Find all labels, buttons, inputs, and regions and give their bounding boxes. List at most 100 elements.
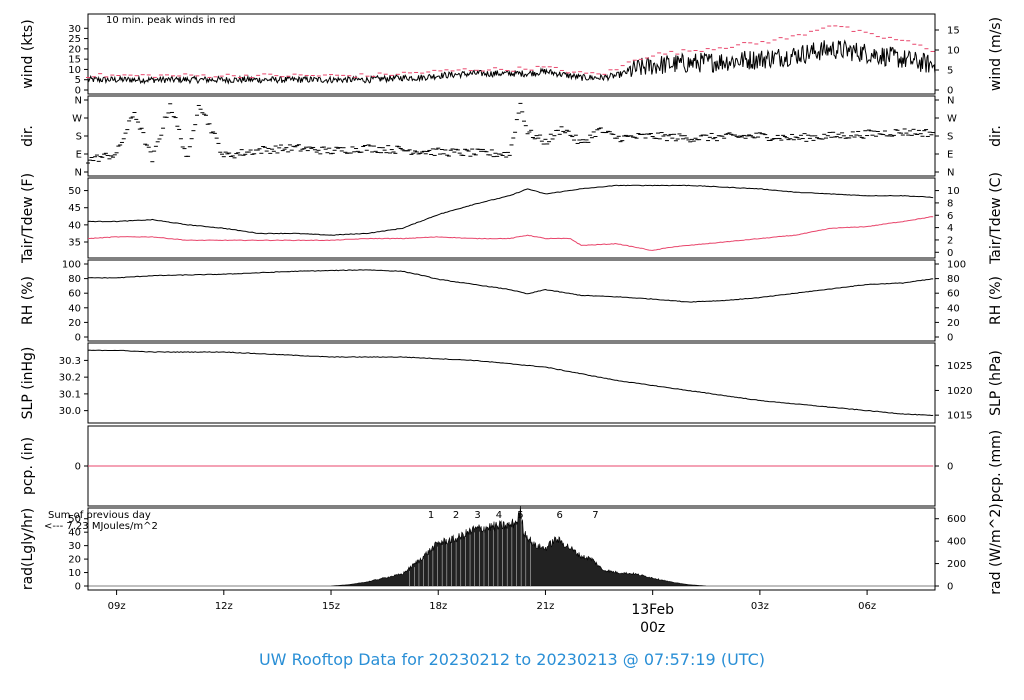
rad-ytick-label-right: 600 bbox=[947, 514, 966, 525]
wind-ytick-label-left: 0 bbox=[75, 86, 81, 97]
pcp-ylabel-right: pcp. (mm) bbox=[988, 430, 1004, 503]
rad-ytick-label-left: 50 bbox=[68, 514, 81, 525]
rh-ytick-label-right: 40 bbox=[947, 303, 960, 314]
wind-ytick-label-left: 30 bbox=[68, 24, 81, 35]
dir-ytick-label-right: W bbox=[947, 114, 957, 125]
temp-ytick-label-left: 40 bbox=[68, 220, 81, 231]
radiation-hour-marker: 1 bbox=[428, 510, 434, 521]
rad-ytick-label-right: 200 bbox=[947, 559, 966, 570]
x-tick-label: 18z bbox=[429, 601, 447, 612]
rad-ylabel-right: rad (W/m^2) bbox=[988, 503, 1004, 594]
wind-ytick-label-right: 10 bbox=[947, 46, 960, 57]
wind-annotation: 10 min. peak winds in red bbox=[106, 15, 235, 26]
temp-ytick-label-left: 35 bbox=[68, 238, 81, 249]
x-tick-label: 03z bbox=[751, 601, 769, 612]
rh-ytick-label-left: 40 bbox=[68, 303, 81, 314]
slp-ytick-label-left: 30.0 bbox=[59, 406, 81, 417]
x-tick-label: 21z bbox=[536, 601, 554, 612]
x-tick-label: 06z bbox=[858, 601, 876, 612]
radiation-hour-marker: 7 bbox=[592, 510, 598, 521]
dir-ytick-label-left: W bbox=[72, 114, 82, 125]
rh-ytick-label-right: 80 bbox=[947, 274, 960, 285]
rad-ytick-label-left: 0 bbox=[75, 582, 81, 593]
rh-ytick-label-left: 100 bbox=[62, 260, 81, 271]
rh-ytick-label-right: 100 bbox=[947, 260, 966, 271]
slp-panel-frame bbox=[87, 342, 936, 424]
radiation-hour-marker: 2 bbox=[453, 510, 459, 521]
wind-ytick-label-left: 15 bbox=[68, 55, 81, 66]
dir-ytick-label-right: S bbox=[947, 132, 953, 143]
pcp-ylabel-left: pcp. (in) bbox=[20, 437, 36, 495]
temp-line-0 bbox=[87, 184, 934, 236]
wind-ytick-label-right: 0 bbox=[947, 86, 953, 97]
wind-ylabel-right: wind (m/s) bbox=[988, 17, 1004, 91]
dir-ytick-label-left: S bbox=[76, 132, 82, 143]
x-tick-label: 15z bbox=[322, 601, 340, 612]
rad-ytick-label-left: 40 bbox=[68, 528, 81, 539]
x-tick-label: 09z bbox=[108, 601, 126, 612]
rh-ytick-label-right: 60 bbox=[947, 289, 960, 300]
radiation-hour-marker: 5 bbox=[517, 510, 523, 521]
rh-ytick-label-left: 80 bbox=[68, 274, 81, 285]
temp-ytick-label-right: 4 bbox=[947, 223, 953, 234]
slp-ylabel-left: SLP (inHg) bbox=[20, 347, 36, 420]
temp-ytick-label-right: 10 bbox=[947, 186, 960, 197]
rad-ytick-label-left: 20 bbox=[68, 555, 81, 566]
dir-ytick-label-right: E bbox=[947, 150, 953, 161]
temp-ytick-label-left: 50 bbox=[68, 186, 81, 197]
slp-ylabel-right: SLP (hPa) bbox=[988, 350, 1004, 416]
radiation-hour-marker: 4 bbox=[496, 510, 502, 521]
wind-ytick-label-right: 15 bbox=[947, 26, 960, 37]
wind-ytick-label-right: 5 bbox=[947, 66, 953, 77]
slp-ytick-label-left: 30.1 bbox=[59, 389, 81, 400]
rh-ytick-label-right: 0 bbox=[947, 333, 953, 344]
slp-line-0 bbox=[87, 349, 934, 417]
day-marker-date: 13Feb bbox=[631, 602, 674, 618]
temp-panel-frame bbox=[87, 177, 936, 259]
slp-ytick-label-right: 1020 bbox=[947, 386, 972, 397]
rad-ytick-label-right: 400 bbox=[947, 537, 966, 548]
wind-speed-line bbox=[87, 39, 936, 85]
rh-ytick-label-left: 20 bbox=[68, 318, 81, 329]
rh-ylabel-right: RH (%) bbox=[988, 276, 1004, 325]
wind-panel-frame bbox=[87, 13, 936, 95]
rh-ytick-label-left: 0 bbox=[75, 333, 81, 344]
rad-panel-frame bbox=[87, 507, 936, 591]
pcp-ytick-label-left: 0 bbox=[75, 462, 81, 473]
dir-ytick-label-right: N bbox=[947, 168, 954, 179]
slp-ytick-label-left: 30.2 bbox=[59, 373, 81, 384]
radiation-annotation-line2: <--- 7.23 MJoules/m^2 bbox=[44, 521, 158, 532]
rad-ytick-label-right: 0 bbox=[947, 582, 953, 593]
radiation-hour-marker: 3 bbox=[474, 510, 480, 521]
slp-ytick-label-left: 30.3 bbox=[59, 356, 81, 367]
rad-ylabel-left: rad(Lgly/hr) bbox=[20, 508, 36, 590]
temp-ytick-label-left: 45 bbox=[68, 203, 81, 214]
rh-line-0 bbox=[88, 269, 934, 303]
wind-ylabel-left: wind (kts) bbox=[20, 19, 36, 88]
dir-ytick-label-left: N bbox=[75, 168, 82, 179]
x-tick-label: 12z bbox=[215, 601, 233, 612]
rh-ytick-label-left: 60 bbox=[68, 289, 81, 300]
dir-ytick-label-left: N bbox=[75, 96, 82, 107]
rh-ytick-label-right: 20 bbox=[947, 318, 960, 329]
dir-ylabel-left: dir. bbox=[20, 125, 36, 147]
dir-ytick-label-right: N bbox=[947, 96, 954, 107]
slp-ytick-label-right: 1025 bbox=[947, 361, 972, 372]
dir-ylabel-right: dir. bbox=[988, 125, 1004, 147]
temp-line-1 bbox=[87, 216, 934, 251]
chart-title: UW Rooftop Data for 20230212 to 20230213… bbox=[258, 650, 766, 669]
wind-ytick-label-left: 5 bbox=[75, 75, 81, 86]
rh-ylabel-left: RH (%) bbox=[20, 276, 36, 325]
dir-ytick-label-left: E bbox=[76, 150, 82, 161]
pcp-ytick-label-right: 0 bbox=[947, 462, 953, 473]
wind-ytick-label-left: 20 bbox=[68, 44, 81, 55]
radiation-annotation-line1: Sum of previous day bbox=[48, 510, 151, 521]
day-marker-hour: 00z bbox=[640, 620, 665, 636]
temp-ylabel-right: Tair/Tdew (C) bbox=[988, 172, 1004, 265]
wind-ytick-label-left: 10 bbox=[68, 65, 81, 76]
dir-panel-frame bbox=[87, 95, 936, 177]
radiation-hour-marker: 6 bbox=[557, 510, 563, 521]
temp-ytick-label-right: 2 bbox=[947, 235, 953, 246]
temp-ylabel-left: Tair/Tdew (F) bbox=[20, 173, 36, 264]
